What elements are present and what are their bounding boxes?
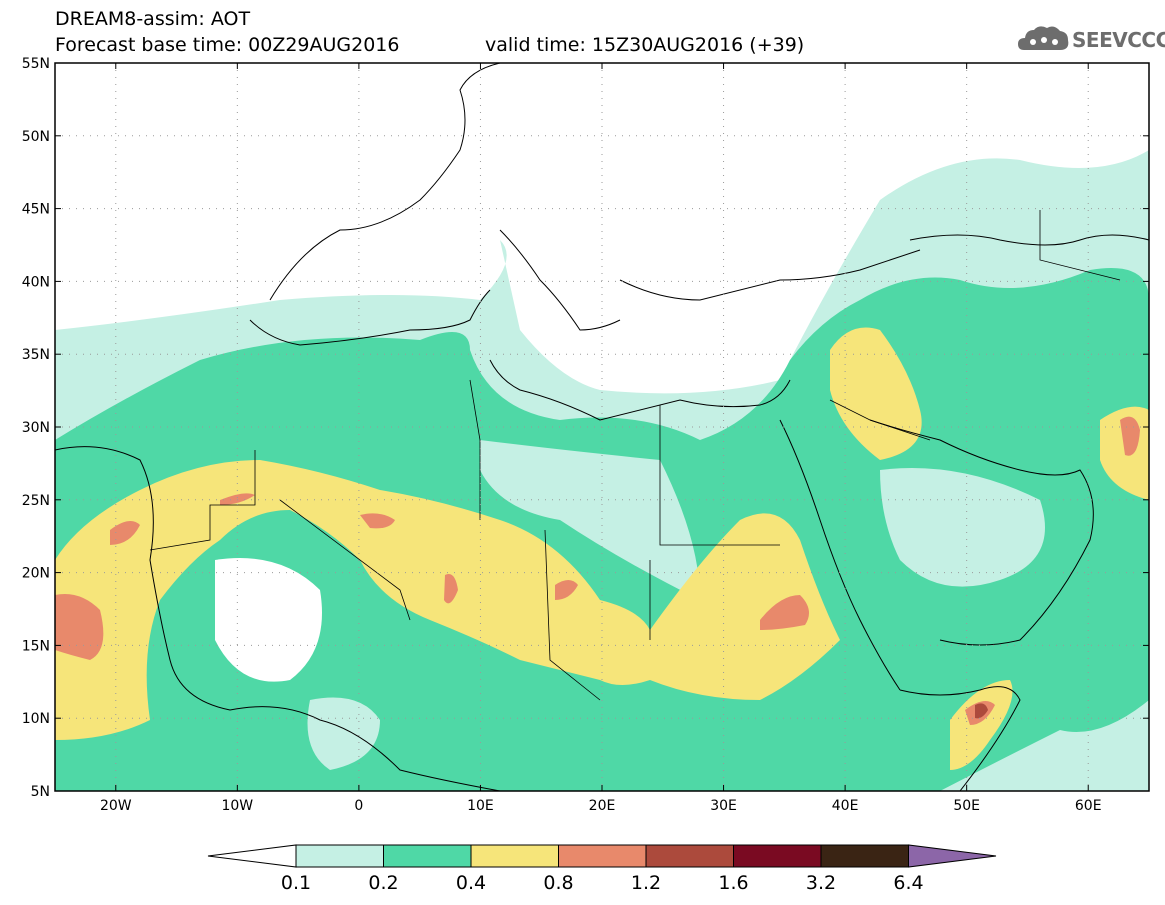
colorbar-swatch: [733, 844, 822, 868]
aot-band-0.8: [760, 595, 809, 630]
lat-tick-label: 40N: [22, 274, 50, 290]
aot-band-0.8: [555, 580, 578, 600]
colorbar-level-label: 3.2: [805, 872, 837, 894]
colorbar-swatch: [470, 844, 559, 868]
colorbar-level-label: 6.4: [893, 872, 924, 894]
colorbar-swatch: [558, 844, 647, 868]
colorbar-level-label: 0.4: [455, 872, 487, 894]
colorbar-level-label: 0.2: [368, 872, 399, 894]
colorbar-level-label: 1.6: [718, 872, 749, 894]
colorbar-level-label: 0.1: [280, 872, 312, 894]
lon-tick-label: 60E: [1075, 798, 1102, 814]
lat-tick-label: 55N: [22, 56, 50, 72]
colorbar-high-arrow: [908, 844, 997, 868]
map-title: DREAM8-assim: AOT: [55, 8, 251, 30]
seevccc-logo: SEEVCCC: [1018, 22, 1165, 56]
lat-tick-label: 20N: [22, 566, 50, 582]
logo-text: SEEVCCC: [1072, 28, 1165, 52]
lat-tick-label: 5N: [31, 784, 50, 800]
lon-tick-label: 0: [354, 798, 363, 814]
lon-tick-label: 10E: [467, 798, 494, 814]
aot-band-0.8: [220, 493, 255, 505]
forecast-times: Forecast base time: 00Z29AUG2016 valid ti…: [55, 34, 804, 56]
cloud-icon: [1018, 26, 1069, 50]
longitude-labels: 20W 10W 0 10E 20E 30E 40E 50E 60E: [100, 798, 1102, 814]
aot-band-0.4-somalia: [950, 680, 1013, 770]
coastlines: [55, 63, 1149, 791]
lon-tick-label: 40E: [832, 798, 859, 814]
base-time: Forecast base time: 00Z29AUG2016: [55, 34, 400, 56]
colorbar-swatch: [820, 844, 909, 868]
lon-tick-label: 10W: [221, 798, 253, 814]
aot-band-0.4-north: [830, 327, 922, 460]
valid-time: valid time: 15Z30AUG2016 (+39): [485, 34, 805, 56]
aot-band-0.8: [444, 574, 458, 604]
lat-tick-label: 10N: [22, 711, 50, 727]
lat-tick-label: 45N: [22, 202, 50, 218]
colorbar-low-arrow: [207, 844, 297, 868]
lat-tick-label: 30N: [22, 420, 50, 436]
lat-tick-label: 25N: [22, 493, 50, 509]
axis-ticks: [55, 62, 1149, 792]
lon-tick-label: 30E: [710, 798, 737, 814]
aot-band-0.8: [1120, 416, 1140, 456]
colorbar-level-label: 0.8: [543, 872, 574, 894]
aot-band-0.1-pocket: [307, 697, 380, 770]
lat-tick-label: 35N: [22, 347, 50, 363]
graticule: [55, 63, 1149, 791]
aot-band-0.1-pocket: [880, 468, 1045, 587]
colorbar-swatch: [383, 844, 472, 868]
lon-tick-label: 50E: [953, 798, 980, 814]
aot-band-0.8: [110, 521, 140, 545]
colorbar-swatch: [295, 844, 384, 868]
aot-band-0.8: [55, 594, 104, 660]
lat-tick-label: 15N: [22, 638, 50, 654]
aot-colorbar: [207, 844, 997, 868]
aot-band-0.1-pocket: [480, 440, 700, 600]
lon-tick-label: 20E: [589, 798, 616, 814]
lat-tick-label: 50N: [22, 129, 50, 145]
latitude-labels: 55N 50N 45N 40N 35N 30N 25N 20N 15N 10N 5N: [22, 56, 50, 800]
aot-band-1.2: [975, 703, 988, 719]
country-borders: [149, 210, 1121, 701]
colorbar-swatch: [645, 844, 734, 868]
colorbar-level-label: 1.2: [630, 872, 662, 894]
aot-band-0.1-pocket: [215, 558, 322, 682]
aot-band-0.8: [360, 513, 395, 529]
lon-tick-label: 20W: [100, 798, 132, 814]
